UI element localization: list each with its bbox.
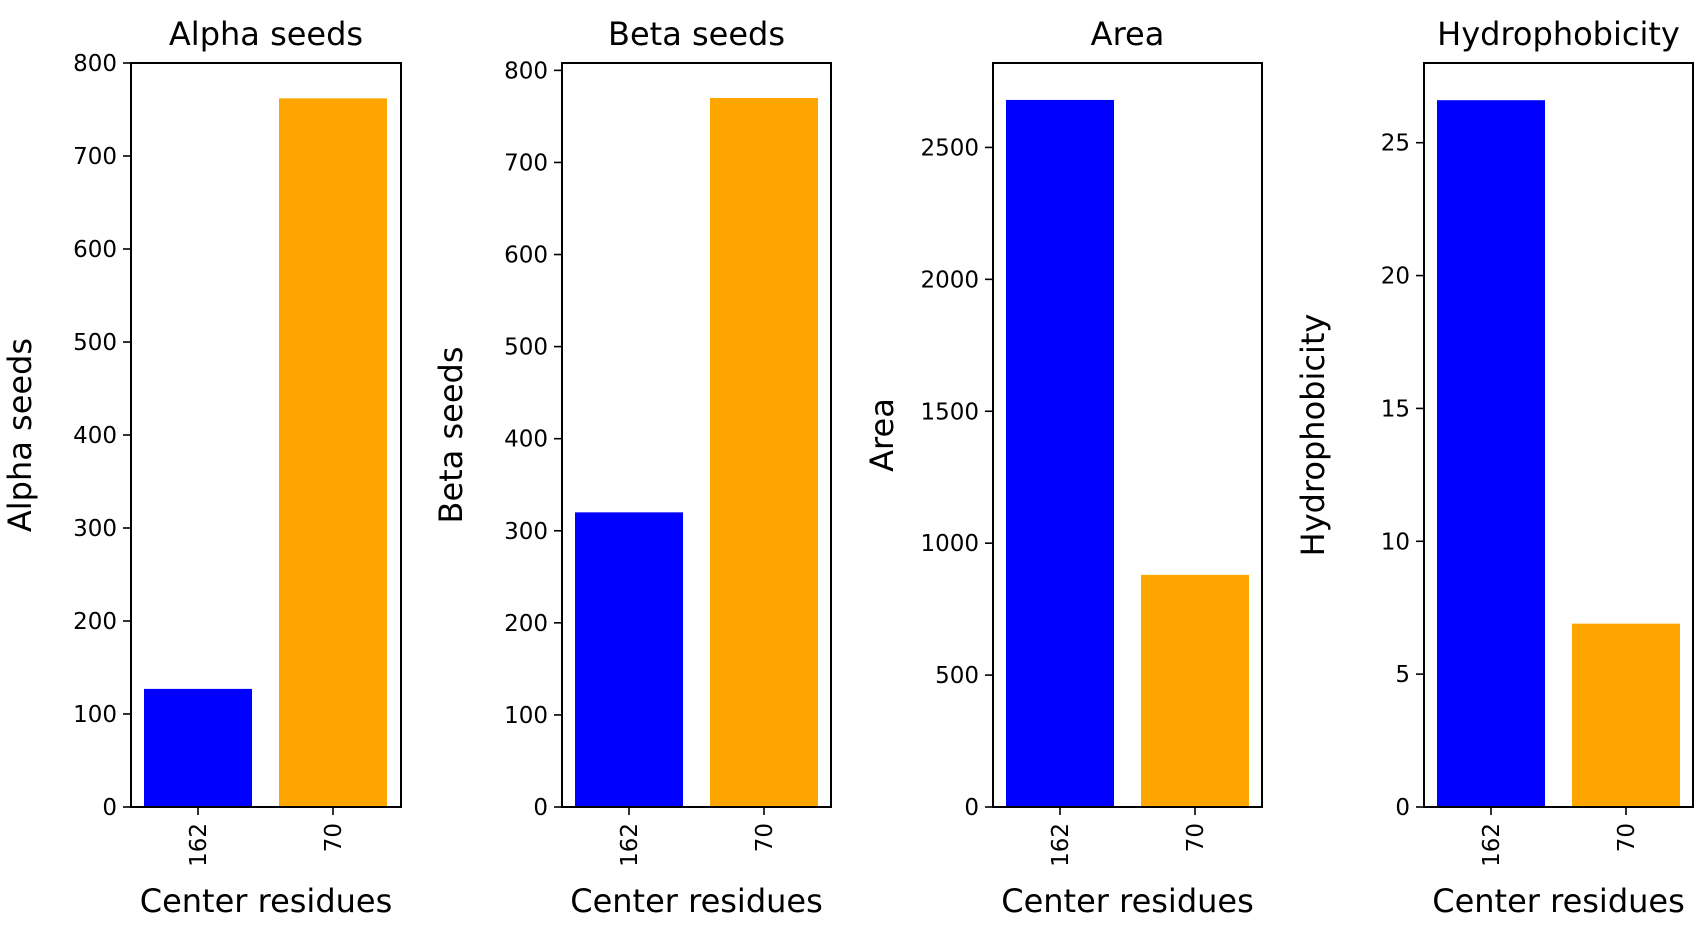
y-tick-label: 500 <box>73 330 117 356</box>
y-tick-label: 5 <box>1395 662 1410 688</box>
bar-70 <box>710 97 818 807</box>
y-axis-label: Hydrophobicity <box>1294 314 1332 557</box>
x-axis-label: Center residues <box>140 882 393 920</box>
x-tick-label: 70 <box>1614 823 1640 852</box>
x-axis-label: Center residues <box>570 882 823 920</box>
y-tick-label: 300 <box>73 516 117 542</box>
x-tick-label: 70 <box>752 823 778 852</box>
y-tick-label: 2500 <box>920 135 979 161</box>
y-tick-label: 300 <box>504 519 548 545</box>
y-tick-label: 200 <box>504 611 548 637</box>
y-tick-label: 0 <box>1395 795 1410 821</box>
x-axis-label: Center residues <box>1432 882 1685 920</box>
y-tick-label: 1500 <box>920 399 979 425</box>
y-tick-label: 400 <box>73 423 117 449</box>
y-tick-label: 0 <box>533 795 548 821</box>
chart-title: Beta seeds <box>608 15 785 53</box>
subplot-2: 0 100 200 300 400 500 600 700 800 162 70 Beta seeds… <box>432 15 832 920</box>
y-tick-label: 600 <box>73 237 117 263</box>
y-tick-label: 400 <box>504 427 548 453</box>
y-tick-label: 15 <box>1381 396 1410 422</box>
subplot-4: 0 5 10 15 20 25 162 70 Hydrophobicity Center resi… <box>1294 15 1694 920</box>
y-axis-label: Alpha seeds <box>1 338 39 532</box>
y-tick-label: 100 <box>73 702 117 728</box>
bar-70 <box>1141 574 1249 807</box>
subplot-3: 0 500 1000 1500 2000 2500 162 70 Area Center resi… <box>863 15 1263 920</box>
bar-70 <box>1572 623 1680 807</box>
chart-title: Area <box>1091 15 1165 53</box>
x-tick-label: 70 <box>1183 823 1209 852</box>
axes-frame <box>1423 62 1694 808</box>
subplot-1: 0 100 200 300 400 500 600 700 800 162 70 Alpha seed… <box>1 15 402 920</box>
y-axis-label: Area <box>863 398 901 472</box>
y-tick-label: 800 <box>504 58 548 84</box>
y-tick-label: 20 <box>1381 264 1410 290</box>
bar-162 <box>575 512 683 807</box>
x-tick-label: 162 <box>1479 823 1505 867</box>
y-tick-label: 600 <box>504 243 548 269</box>
y-tick-label: 0 <box>102 795 117 821</box>
y-tick-label: 800 <box>73 51 117 77</box>
x-axis-label: Center residues <box>1001 882 1254 920</box>
chart-title: Alpha seeds <box>169 15 363 53</box>
bar-70 <box>279 98 387 808</box>
y-tick-label: 1000 <box>920 531 979 557</box>
axes-frame <box>561 62 832 808</box>
x-tick-label: 70 <box>321 823 347 852</box>
x-tick-label: 162 <box>617 823 643 867</box>
y-tick-label: 2000 <box>920 267 979 293</box>
y-tick-label: 700 <box>504 150 548 176</box>
y-tick-label: 500 <box>935 663 979 689</box>
x-tick-label: 162 <box>186 823 212 867</box>
x-tick-label: 162 <box>1048 823 1074 867</box>
axes-frame <box>992 62 1263 808</box>
y-tick-label: 200 <box>73 609 117 635</box>
y-tick-label: 10 <box>1381 529 1410 555</box>
y-tick-label: 100 <box>504 703 548 729</box>
bar-162 <box>1437 100 1545 807</box>
y-axis-label: Beta seeds <box>432 347 470 524</box>
y-tick-label: 0 <box>964 795 979 821</box>
y-tick-label: 25 <box>1381 131 1410 157</box>
chart-title: Hydrophobicity <box>1437 15 1680 53</box>
bar-162 <box>144 688 252 807</box>
y-tick-label: 700 <box>73 144 117 170</box>
y-tick-label: 500 <box>504 335 548 361</box>
bar-162 <box>1006 99 1114 808</box>
